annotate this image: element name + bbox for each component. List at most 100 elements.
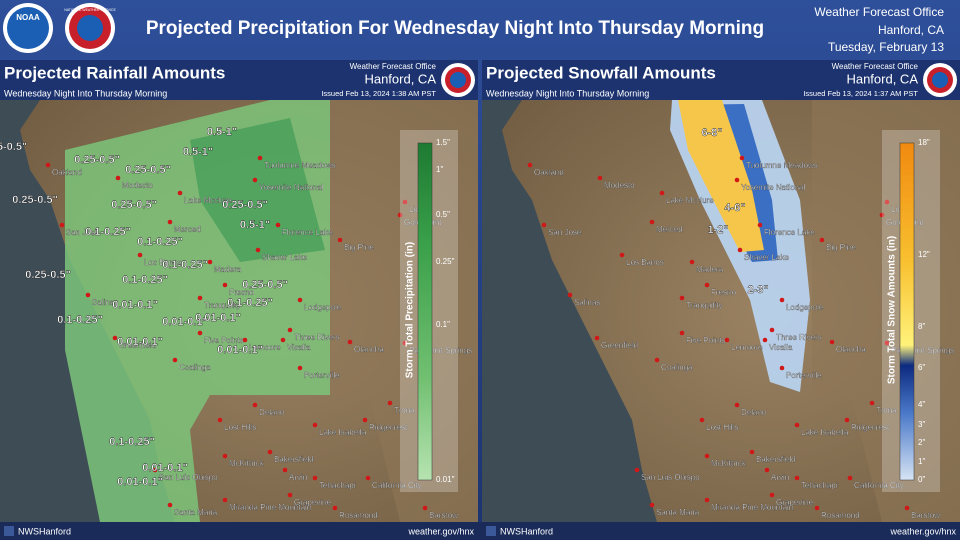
amount-label: 0.5-1" [207, 126, 237, 138]
amount-label: 0.25-0.5" [12, 194, 58, 206]
place-label: McKittrick [229, 459, 265, 468]
place-dot [659, 190, 665, 196]
place-dot [869, 400, 875, 406]
place-label: Fresno [229, 288, 254, 297]
place-label: Santa Maria [174, 508, 218, 517]
place-dot [724, 337, 730, 343]
place-label: Lake Isabella [801, 428, 849, 437]
legend-label: 4" [918, 400, 925, 409]
footer-url: weather.gov/hnx [889, 526, 956, 536]
place-dot [275, 222, 281, 228]
place-label: Bakersfield [756, 455, 796, 464]
legend-label: 0" [918, 475, 925, 484]
amount-label: 1-2" [707, 224, 728, 236]
place-label: Yosemite National [741, 183, 805, 192]
amount-label: 4-6" [724, 202, 745, 214]
place-label: Florence Lake [282, 228, 333, 237]
footer [0, 522, 960, 540]
place-label: Delano [741, 408, 767, 417]
panel-subtitle: Wednesday Night Into Thursday Morning [486, 88, 649, 98]
place-label: Ridgecrest [369, 423, 408, 432]
place-dot [769, 327, 775, 333]
place-label: Bakersfield [274, 455, 314, 464]
place-label: Coalinga [179, 363, 211, 372]
amount-label: 0.1-0.25" [122, 274, 168, 286]
panel-title: Projected Rainfall Amounts [4, 63, 225, 82]
place-label: Lost Hills [224, 423, 256, 432]
panel-office: Weather Forecast Office [832, 62, 919, 71]
place-dot [689, 259, 695, 265]
place-dot [794, 475, 800, 481]
place-dot [312, 475, 318, 481]
amount-label: 0.1-0.25" [85, 226, 131, 238]
place-dot [769, 492, 775, 498]
legend-bar [417, 142, 433, 481]
place-label: Greenfield [119, 341, 156, 350]
place-label: Porterville [304, 371, 340, 380]
header-title: Projected Precipitation For Wednesday Ni… [146, 18, 764, 39]
amount-label: 5-0.5" [0, 141, 27, 153]
place-label: Modesto [122, 181, 153, 190]
amount-label: 0.1-0.25" [109, 436, 155, 448]
noaa-logo-inner [7, 7, 49, 49]
place-dot [734, 177, 740, 183]
place-dot [649, 219, 655, 225]
place-dot [844, 417, 850, 423]
place-dot [167, 502, 173, 508]
place-dot [779, 365, 785, 371]
place-dot [59, 222, 65, 228]
place-dot [749, 449, 755, 455]
map-panel: Oakland San Jose Salinas Greenfield Modesto L… [0, 100, 478, 522]
place-dot [167, 219, 173, 225]
place-label: Trona [876, 406, 897, 415]
legend-title: Storm Total Precipitation (in) [405, 242, 416, 378]
place-label: Ridgecrest [851, 423, 890, 432]
place-dot [85, 292, 91, 298]
place-dot [764, 467, 770, 473]
panel-logo-core [450, 72, 466, 88]
office-name: Weather Forecast Office [814, 5, 944, 19]
place-dot [297, 297, 303, 303]
place-dot [654, 357, 660, 363]
legend-label: 6" [918, 363, 925, 372]
amount-label: 6-8" [701, 127, 722, 139]
place-label: Florence Lake [764, 228, 815, 237]
amount-label: 0.25-0.5" [222, 199, 268, 211]
place-dot [634, 467, 640, 473]
place-dot [779, 297, 785, 303]
place-label: Porterville [786, 371, 822, 380]
place-label: Modesto [604, 181, 635, 190]
place-label: Shaver Lake [744, 253, 789, 262]
place-label: Madera [214, 265, 242, 274]
place-label: Lodgepole [786, 303, 824, 312]
amount-label: 0.25-0.5" [74, 154, 120, 166]
amount-label: 0.01-0.1" [217, 344, 263, 356]
place-dot [177, 190, 183, 196]
place-label: Arvin [289, 473, 307, 482]
place-dot [704, 282, 710, 288]
place-label: Panamint Springs [891, 346, 954, 355]
panel-issued: Issued Feb 13, 2024 1:37 AM PST [803, 89, 918, 98]
place-dot [197, 295, 203, 301]
footer-social: NWSHanford [500, 526, 553, 536]
place-dot [222, 453, 228, 459]
place-dot [704, 497, 710, 503]
place-label: McKittrick [711, 459, 747, 468]
place-dot [137, 252, 143, 258]
place-label: Visalia [287, 343, 311, 352]
place-dot [337, 237, 343, 243]
place-label: Big Pine [344, 243, 374, 252]
place-dot [365, 475, 371, 481]
place-label: Lida [891, 205, 907, 214]
place-label: Lost Hills [706, 423, 738, 432]
place-dot [567, 292, 573, 298]
place-label: Three Rivers [776, 333, 822, 342]
place-dot [152, 467, 158, 473]
amount-label: 0.1-0.25" [162, 259, 208, 271]
place-dot [242, 337, 248, 343]
place-label: Tuolumne Meadows [264, 161, 336, 170]
place-dot [619, 252, 625, 258]
place-dot [879, 212, 885, 218]
place-label: Fresno [711, 288, 736, 297]
place-dot [527, 162, 533, 168]
